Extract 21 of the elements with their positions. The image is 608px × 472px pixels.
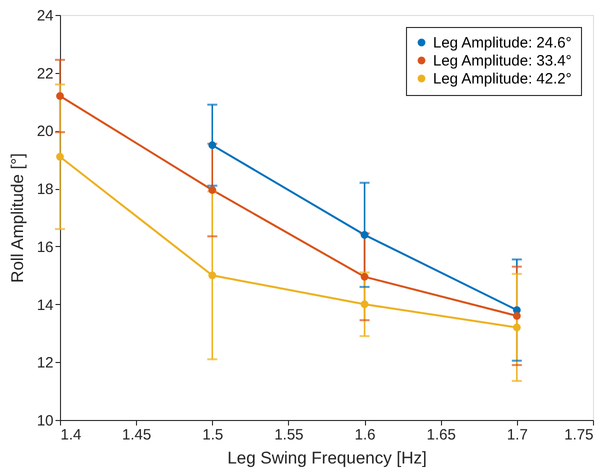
- x-tick-label: 1.55: [274, 426, 304, 444]
- y-tick-label: 20: [36, 123, 54, 140]
- y-tick-label: 22: [36, 65, 54, 82]
- y-tick-label: 12: [36, 354, 54, 372]
- y-tick-label: 14: [36, 296, 54, 314]
- x-tick-label: 1.45: [122, 426, 152, 444]
- y-tick-label: 16: [36, 238, 54, 256]
- x-tick-label: 1.6: [354, 426, 376, 444]
- x-tick-label: 1.4: [60, 426, 82, 444]
- legend-label: Leg Amplitude: 24.6°: [433, 34, 572, 52]
- legend-label: Leg Amplitude: 33.4°: [433, 52, 572, 70]
- x-tick-label: 1.5: [202, 426, 224, 444]
- x-tick-label: 1.65: [426, 426, 456, 444]
- x-axis-title: Leg Swing Frequency [Hz]: [227, 448, 427, 468]
- x-tick-label: 1.75: [564, 426, 594, 444]
- y-axis-title: Roll Amplitude [°]: [8, 153, 27, 283]
- y-tick-label: 24: [36, 8, 54, 24]
- legend-label: Leg Amplitude: 42.2°: [433, 70, 572, 88]
- x-tick-label: 1.7: [506, 426, 528, 444]
- y-tick-label: 10: [36, 412, 54, 430]
- y-tick-label: 18: [36, 181, 54, 198]
